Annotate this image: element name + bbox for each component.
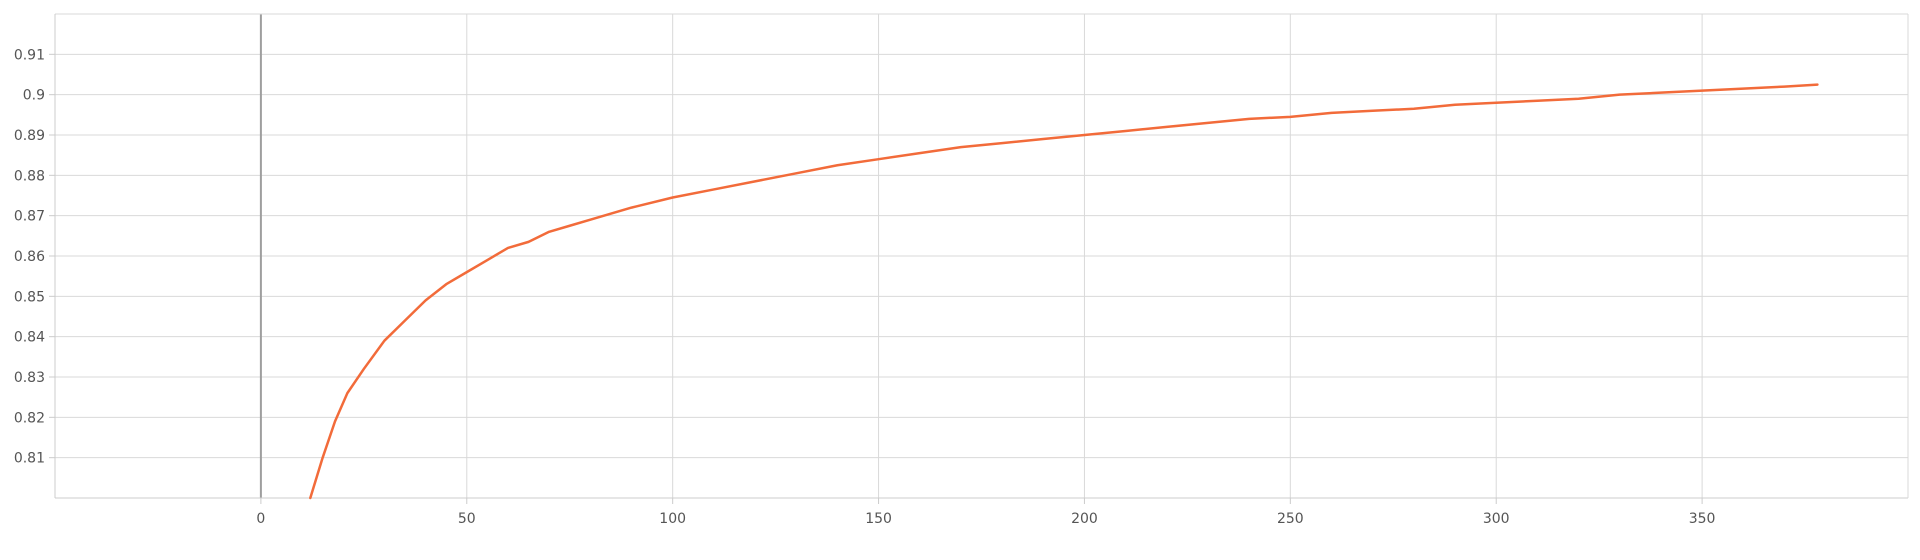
y-tick-label: 0.87: [14, 209, 45, 225]
series-line: [309, 83, 1819, 500]
y-tick-label: 0.81: [14, 451, 45, 467]
y-tick-label: 0.85: [14, 289, 45, 305]
y-tick-label: 0.9: [23, 88, 45, 104]
series-layer: [309, 83, 1819, 500]
x-tick-label: 300: [1483, 511, 1510, 527]
tick-labels: 0.81 0.82 0.83 0.84 0.85 0.86 0.87 0.88 0.89 0.9 0…: [14, 47, 1716, 527]
x-tick-label: 50: [458, 511, 476, 527]
y-tick-label: 0.82: [14, 410, 45, 426]
x-tick-label: 150: [865, 511, 892, 527]
x-tick-label: 100: [659, 511, 686, 527]
y-tick-label: 0.88: [14, 168, 45, 184]
y-tick-label: 0.89: [14, 128, 45, 144]
grid: [55, 14, 1908, 498]
axes: [49, 13, 1909, 504]
x-tick-label: 200: [1071, 511, 1098, 527]
y-tick-label: 0.84: [14, 330, 45, 346]
y-tick-label: 0.83: [14, 370, 45, 386]
y-tick-label: 0.91: [14, 47, 45, 63]
x-tick-label: 350: [1689, 511, 1716, 527]
x-tick-label: 250: [1277, 511, 1304, 527]
x-tick-label: 0: [256, 511, 265, 527]
y-tick-label: 0.86: [14, 249, 45, 265]
